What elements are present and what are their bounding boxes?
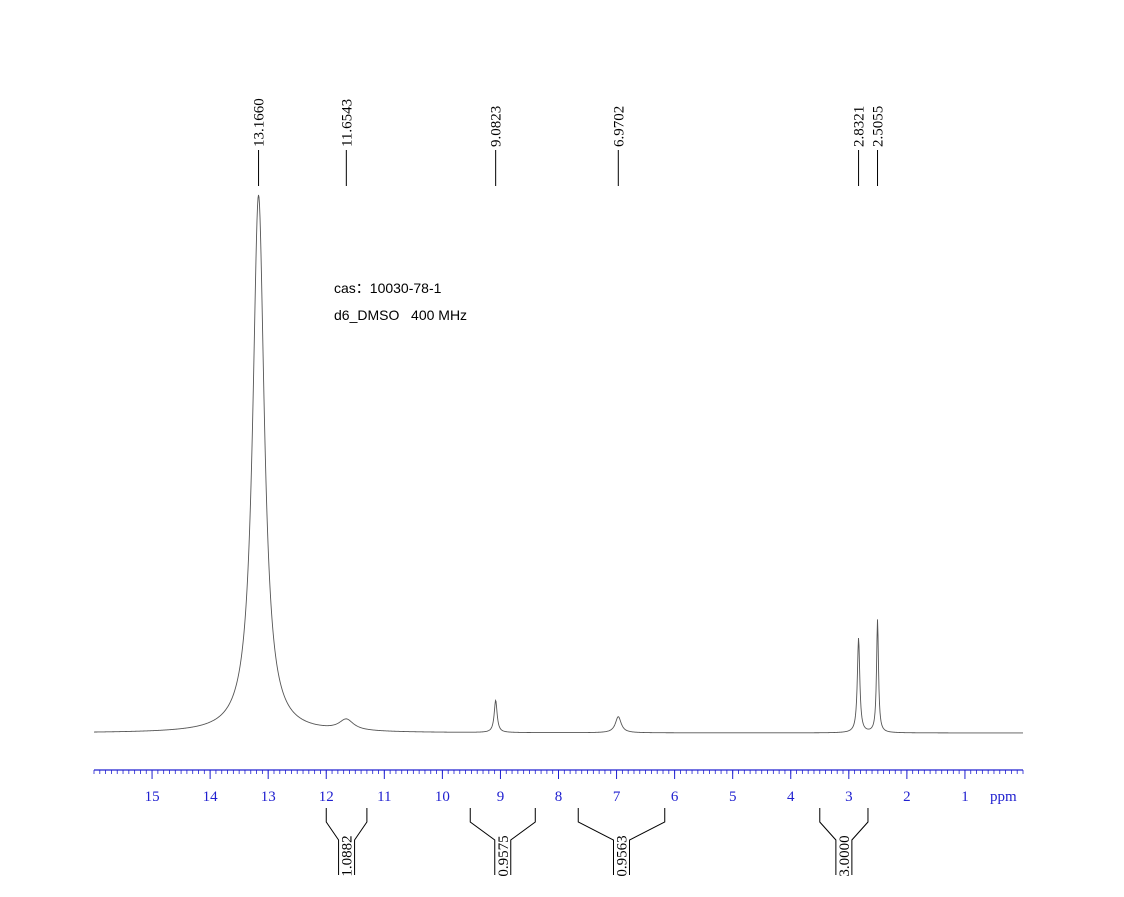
integral-bracket <box>469 808 536 875</box>
x-tick-label: 7 <box>613 789 621 805</box>
peak-label: 6.9702 <box>611 106 627 147</box>
integral-bracket <box>325 808 368 875</box>
integral-value: 3.0000 <box>837 835 853 876</box>
x-tick-label: 1 <box>961 789 969 805</box>
spectrum <box>94 194 1023 734</box>
integral-value: 0.9575 <box>496 835 512 876</box>
peak-label: 2.8321 <box>852 106 868 147</box>
x-tick-label: 12 <box>319 789 334 805</box>
x-tick-label: 5 <box>729 789 737 805</box>
peak-label: 9.0823 <box>489 106 505 147</box>
peak-label: 11.6543 <box>339 99 355 147</box>
integral-value: 1.0882 <box>340 835 356 876</box>
peak-label: 13.1660 <box>252 98 268 147</box>
x-tick-label: 9 <box>497 789 505 805</box>
x-tick-label: 3 <box>845 789 853 805</box>
annotation: cas：10030-78-1 <box>334 280 442 296</box>
x-tick-label: 13 <box>261 789 276 805</box>
x-tick-label: 10 <box>435 789 450 805</box>
x-axis-label: ppm <box>990 789 1017 805</box>
x-tick-label: 4 <box>787 789 795 805</box>
peak-label: 2.5055 <box>871 106 887 147</box>
annotation: d6_DMSO 400 MHz <box>334 307 467 323</box>
x-tick-label: 11 <box>377 789 391 805</box>
x-tick-label: 15 <box>145 789 160 805</box>
integral-bracket <box>577 808 666 875</box>
x-tick-label: 8 <box>555 789 563 805</box>
x-tick-label: 6 <box>671 789 679 805</box>
integral-bracket <box>819 808 869 875</box>
x-tick-label: 14 <box>203 789 219 805</box>
x-tick-label: 2 <box>903 789 911 805</box>
integral-value: 0.9563 <box>614 835 630 876</box>
